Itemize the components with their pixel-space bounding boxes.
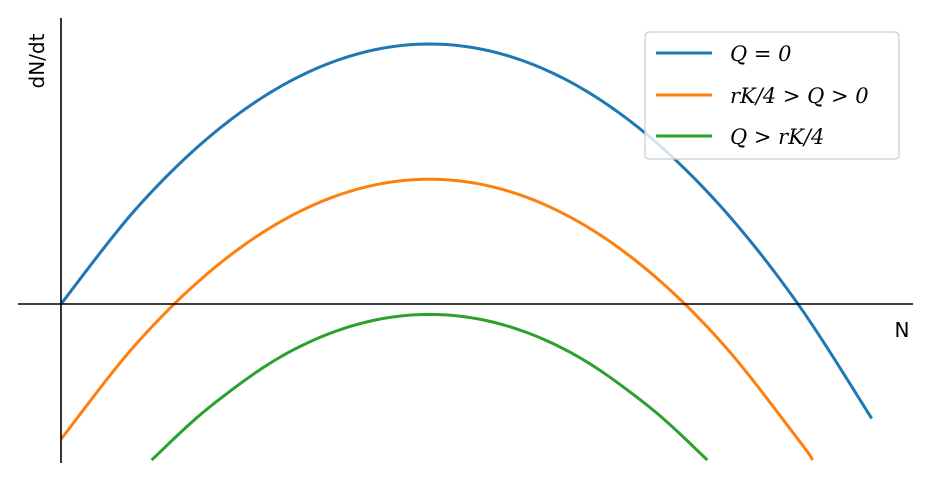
series-line-q-mid <box>59 177 814 461</box>
series-line-q-high <box>150 312 709 462</box>
legend: Q = 0 rK/4 > Q > 0 Q > rK/4 <box>644 31 900 160</box>
series-layer <box>59 42 873 462</box>
legend-box <box>644 31 900 160</box>
y-axis-label: dN/dt <box>25 33 49 88</box>
legend-label-q-high: Q > rK/4 <box>730 125 824 149</box>
legend-label-q-mid: rK/4 > Q > 0 <box>730 84 869 108</box>
series-line-q-zero <box>59 42 873 420</box>
legend-label-q-zero: Q = 0 <box>730 42 792 66</box>
x-axis-label: N <box>895 318 910 342</box>
